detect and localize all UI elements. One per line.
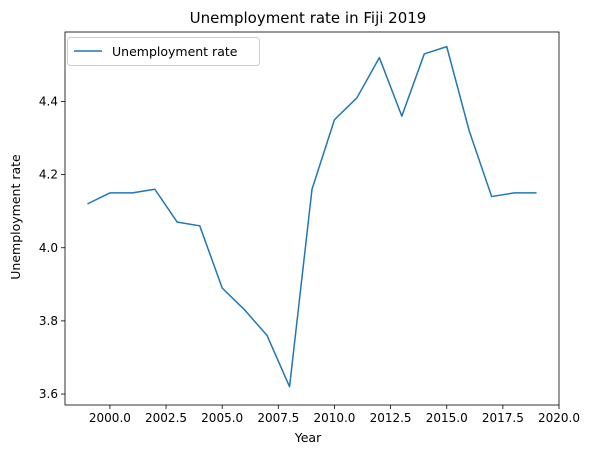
x-tick-label: 2007.5 — [257, 411, 299, 425]
x-tick-label: 2017.5 — [482, 411, 524, 425]
x-tick-label: 2002.5 — [145, 411, 187, 425]
y-tick-label: 4.0 — [39, 241, 58, 255]
legend-box — [67, 37, 260, 66]
series-line-0 — [87, 45, 537, 388]
y-tick-label: 3.8 — [39, 314, 58, 328]
legend: Unemployment rate — [67, 37, 260, 66]
x-tick-label: 2005.0 — [201, 411, 243, 425]
axes-frame — [64, 31, 560, 406]
y-tick-label: 3.6 — [39, 387, 58, 401]
plot-area: 2000.0 2002.5 2005.0 2007.5 2010.0 2012.5 2015… — [39, 31, 580, 425]
y-tick-label: 4.4 — [39, 94, 58, 108]
y-tick-label: 4.2 — [39, 168, 58, 182]
x-tick-label: 2000.0 — [89, 411, 131, 425]
x-tick-label: 2015.0 — [426, 411, 468, 425]
x-axis-label: Year — [294, 430, 322, 445]
chart-title: Unemployment rate in Fiji 2019 — [190, 9, 427, 27]
x-tick-label: 2010.0 — [313, 411, 355, 425]
legend-entry-label: Unemployment rate — [112, 44, 238, 59]
x-tick-label: 2020.0 — [538, 411, 580, 425]
x-tick-label: 2012.5 — [370, 411, 412, 425]
y-axis-label: Unemployment rate — [8, 154, 23, 280]
